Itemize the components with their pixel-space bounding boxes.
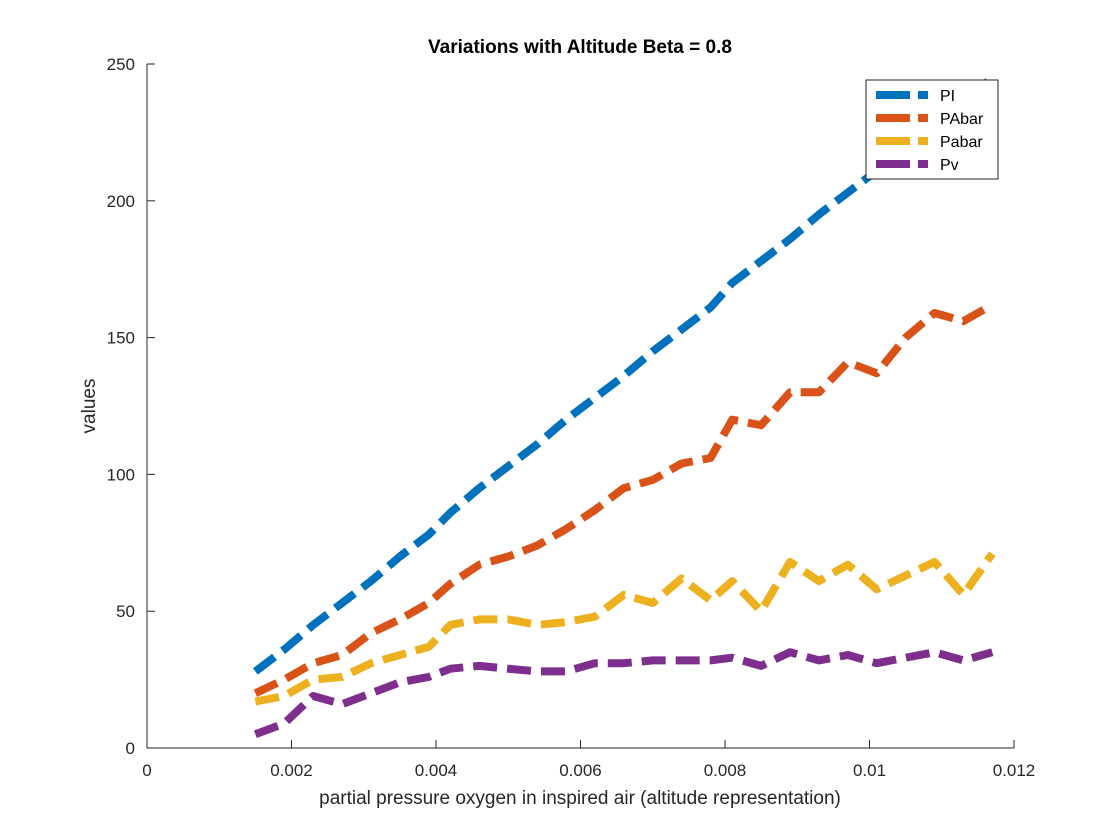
legend-label-pv: Pv	[940, 157, 959, 174]
legend-label-pabar: PAbar	[940, 111, 984, 128]
y-tick-label: 100	[107, 465, 135, 484]
series-line-pabar	[254, 551, 996, 706]
legend: PI PAbar Pabar Pv	[865, 79, 999, 180]
chart-title: Variations with Altitude Beta = 0.8	[428, 37, 732, 58]
x-tick-label: 0.004	[415, 761, 458, 780]
y-tick-label: 0	[126, 739, 135, 758]
series-line-pabar	[253, 301, 995, 697]
y-tick-label: 50	[116, 602, 135, 621]
x-tick-label: 0	[142, 761, 151, 780]
legend-label-pi: PI	[940, 88, 955, 105]
x-tick-label: 0.002	[270, 761, 313, 780]
x-tick-label: 0.01	[853, 761, 886, 780]
x-tick-label: 0.008	[704, 761, 747, 780]
x-axis-label: partial pressure oxygen in inspired air …	[319, 788, 841, 809]
x-tick-label: 0.012	[993, 761, 1036, 780]
y-tick-label: 150	[107, 329, 135, 348]
y-tick-label: 200	[107, 192, 135, 211]
series-line-pv	[253, 648, 994, 739]
axes: 0 0.002 0.004 0.006 0.008 0.01 0.012 0 50 100 150 2…	[107, 55, 1036, 780]
legend-label-pabar: Pabar	[940, 134, 983, 151]
y-tick-label: 250	[107, 55, 135, 74]
y-axis-label: values	[79, 379, 100, 434]
x-tick-label: 0.006	[559, 761, 602, 780]
